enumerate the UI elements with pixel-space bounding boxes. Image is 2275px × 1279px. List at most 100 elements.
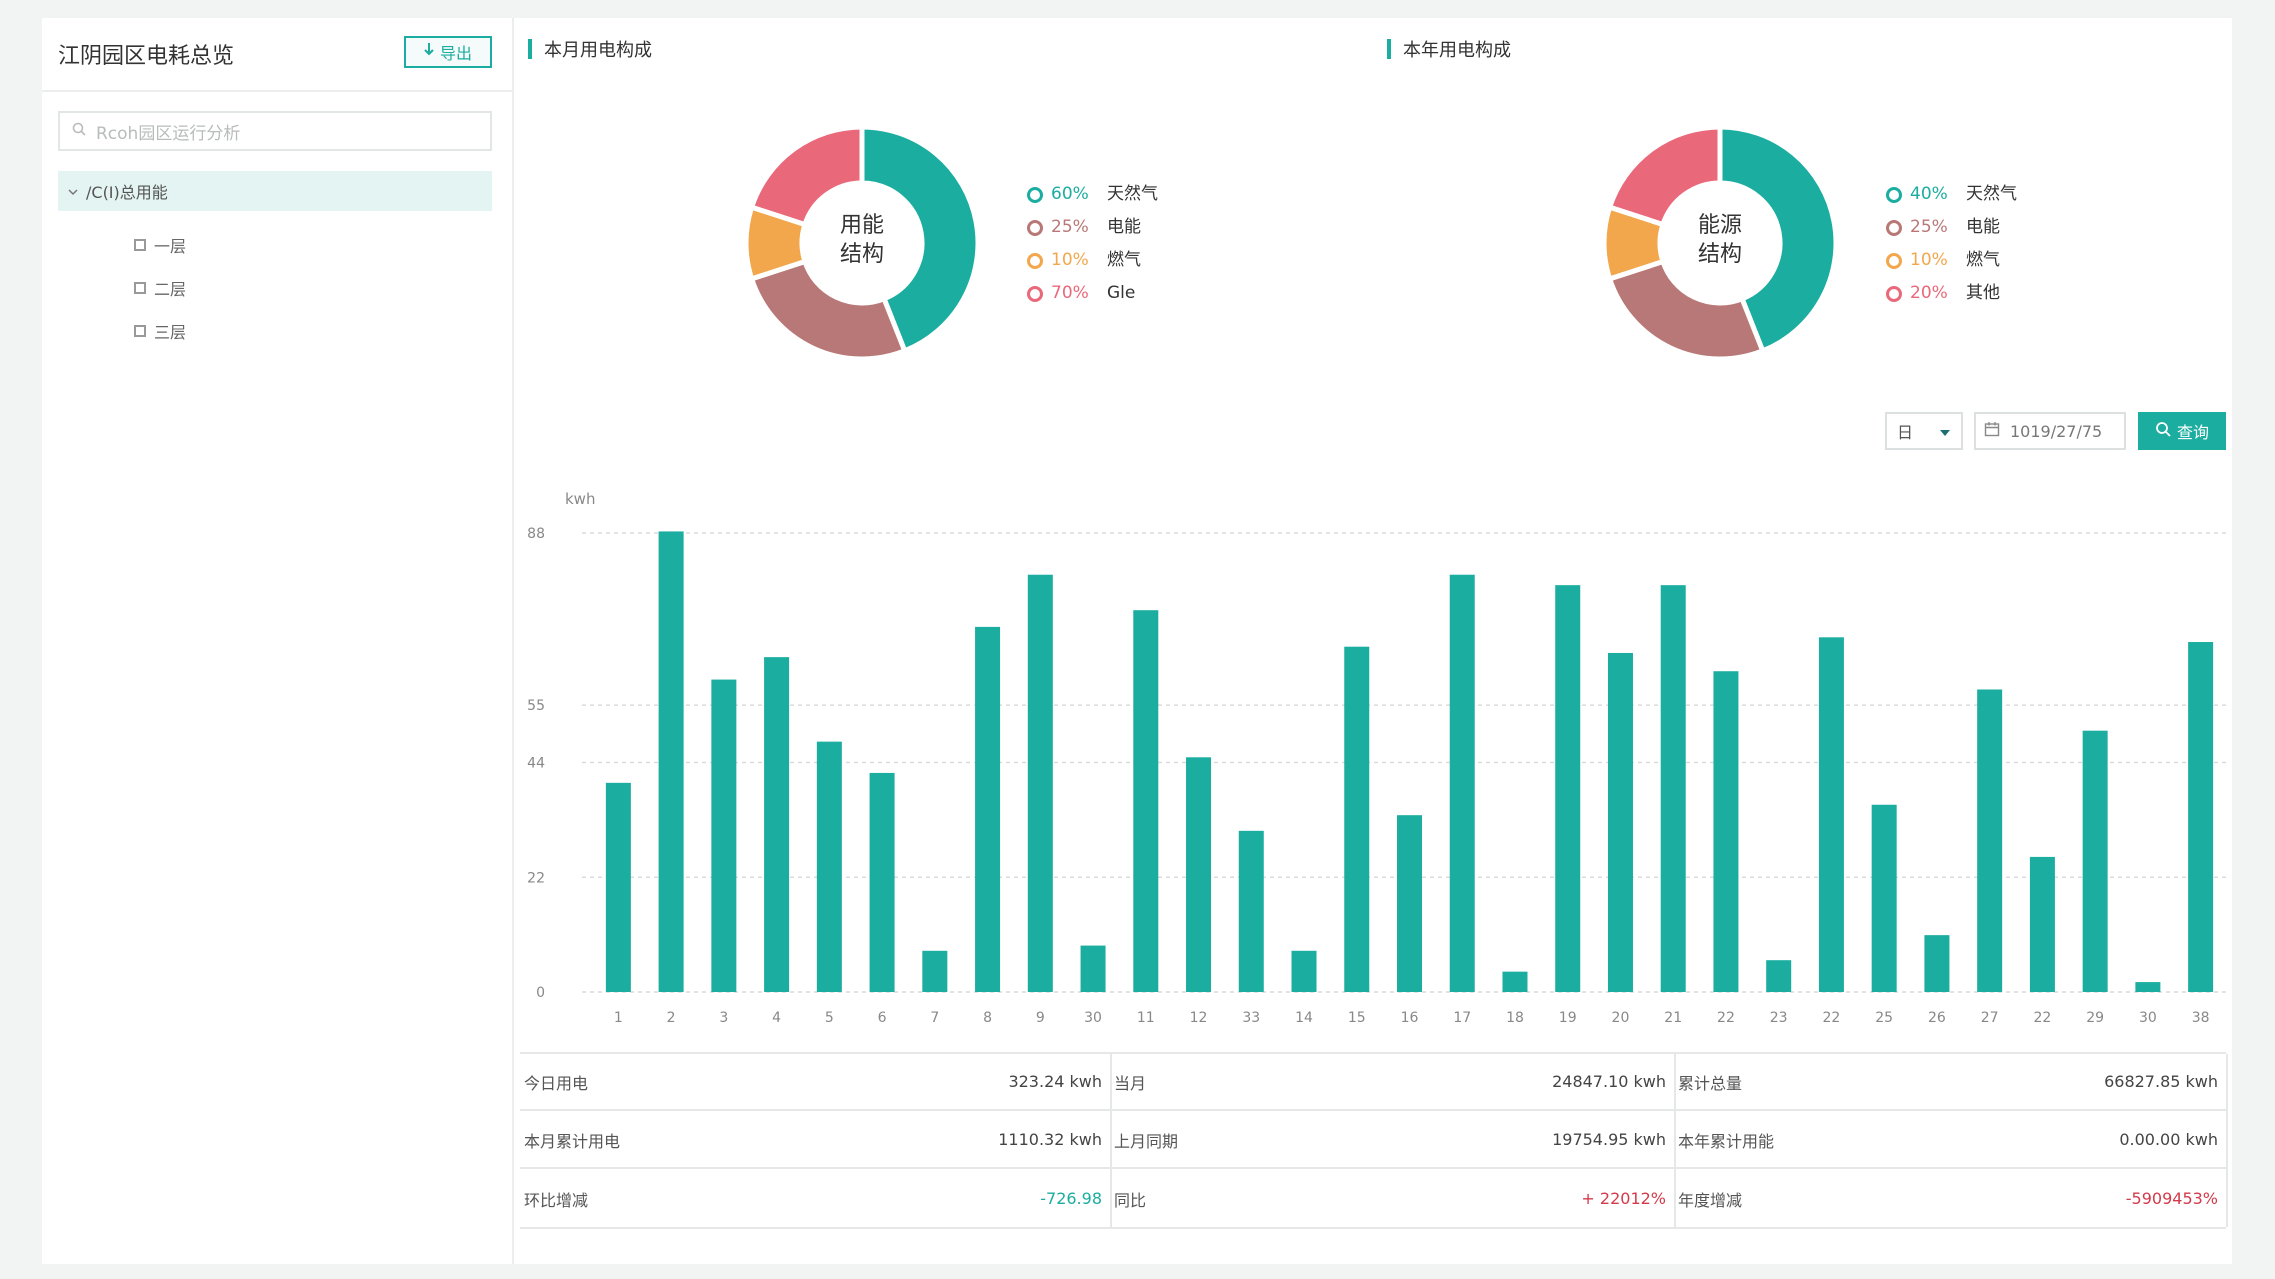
bar[interactable]	[1977, 689, 2003, 992]
legend-marker	[1027, 219, 1043, 236]
legend-pct: 10%	[1910, 250, 1948, 270]
legend-name: 燃气	[1966, 250, 2000, 270]
x-tick-label: 29	[2086, 1010, 2104, 1026]
stat-label: 当月	[1114, 1073, 1147, 1093]
section-title-month: 本月用电构成	[528, 36, 652, 62]
stat-label: 上月同期	[1114, 1131, 1179, 1151]
legend-pct: 20%	[1910, 283, 1948, 303]
legend-item: 25% 电能	[1886, 211, 2017, 244]
legend-item: 10% 燃气	[1027, 244, 1158, 277]
legend-name: 电能	[1107, 217, 1141, 237]
tree-item-floor-3[interactable]: 三层	[134, 319, 186, 343]
bar[interactable]	[2135, 982, 2161, 992]
bar[interactable]	[2188, 642, 2214, 992]
x-tick-label: 17	[1453, 1010, 1471, 1026]
x-tick-label: 25	[1875, 1010, 1893, 1026]
donut-legend-month: 60% 天然气 25% 电能 10% 燃气 70% Gle	[1027, 178, 1158, 310]
tree-item-root[interactable]: /C(I)总用能	[58, 171, 492, 211]
bar[interactable]	[711, 679, 737, 992]
bar[interactable]	[1713, 671, 1739, 992]
legend-item: 70% Gle	[1027, 277, 1158, 310]
legend-pct: 25%	[1051, 217, 1089, 237]
export-button[interactable]: 导出	[404, 36, 492, 68]
stats-row: 当月 24847.10 kwh	[1110, 1054, 1674, 1111]
bar[interactable]	[658, 531, 684, 992]
bar[interactable]	[1238, 830, 1264, 992]
bar[interactable]	[869, 772, 895, 992]
bar[interactable]	[1766, 960, 1792, 992]
donut-center-line-1: 用能	[839, 213, 884, 238]
stat-value: 24847.10 kwh	[1552, 1072, 1666, 1091]
bar[interactable]	[1344, 646, 1370, 992]
x-tick-label: 12	[1190, 1010, 1208, 1026]
bar[interactable]	[1133, 610, 1159, 992]
section-title-month-text: 本月用电构成	[544, 40, 652, 61]
legend-marker	[1027, 252, 1043, 269]
query-button-label: 查询	[2176, 423, 2209, 442]
app-frame: 江阴园区电耗总览 导出 Rcoh园区运行分析 /C(I)总用能 一层	[42, 18, 2232, 1264]
bar[interactable]	[1660, 585, 1686, 992]
legend-name: 天然气	[1966, 184, 2017, 204]
stat-label: 环比增减	[524, 1190, 589, 1210]
x-tick-label: 22	[1717, 1010, 1735, 1026]
stat-label: 本月累计用电	[524, 1131, 621, 1151]
y-tick-label: 55	[527, 698, 545, 714]
legend-name: 燃气	[1107, 250, 1141, 270]
x-tick-label: 5	[825, 1010, 834, 1026]
bar[interactable]	[1555, 585, 1581, 992]
date-picker[interactable]: 1019/27/75	[1974, 412, 2126, 450]
stat-value: 66827.85 kwh	[2104, 1072, 2218, 1091]
legend-pct: 25%	[1910, 217, 1948, 237]
bar[interactable]	[816, 741, 842, 992]
bar[interactable]	[2082, 730, 2108, 992]
folder-icon	[134, 325, 146, 337]
tree-search-input[interactable]: Rcoh园区运行分析	[58, 111, 492, 151]
legend-name: 天然气	[1107, 184, 1158, 204]
x-tick-label: 15	[1348, 1010, 1366, 1026]
bar[interactable]	[1871, 804, 1897, 992]
bar[interactable]	[1080, 945, 1106, 992]
bar[interactable]	[1502, 971, 1528, 992]
bar[interactable]	[605, 782, 631, 992]
caret-down-icon	[1939, 422, 1951, 441]
legend-pct: 60%	[1051, 184, 1089, 204]
folder-icon	[134, 282, 146, 294]
bar[interactable]	[1186, 757, 1212, 992]
bar[interactable]	[922, 950, 948, 992]
stats-row: 本年累计用能 0.00.00 kwh	[1674, 1112, 2226, 1169]
stat-value: -5909453%	[2125, 1189, 2218, 1208]
legend-marker	[1886, 186, 1902, 203]
legend-item: 40% 天然气	[1886, 178, 2017, 211]
tree-item-floor-1[interactable]: 一层	[134, 233, 186, 257]
bar[interactable]	[975, 626, 1001, 992]
bar[interactable]	[764, 657, 790, 992]
bar[interactable]	[1027, 574, 1053, 992]
x-tick-label: 18	[1506, 1010, 1524, 1026]
query-button[interactable]: 查询	[2138, 412, 2226, 450]
donut-slice	[1606, 124, 1723, 228]
bar[interactable]	[1449, 574, 1475, 992]
bar[interactable]	[1924, 935, 1950, 992]
tree-item-floor-2[interactable]: 二层	[134, 276, 186, 300]
bar[interactable]	[1397, 815, 1422, 992]
legend-marker	[1886, 285, 1902, 302]
date-picker-value: 1019/27/75	[2010, 421, 2103, 441]
legend-pct: 10%	[1051, 250, 1089, 270]
legend-item: 10% 燃气	[1886, 244, 2017, 277]
bar[interactable]	[1607, 652, 1633, 992]
stats-row: 上月同期 19754.95 kwh	[1110, 1112, 1674, 1169]
bar[interactable]	[1818, 637, 1844, 992]
x-tick-label: 22	[1823, 1010, 1841, 1026]
donut-center-line-2: 结构	[839, 242, 884, 267]
x-tick-label: 7	[930, 1010, 939, 1026]
bar[interactable]	[1291, 950, 1317, 992]
stat-value: 19754.95 kwh	[1552, 1130, 1666, 1149]
download-icon	[424, 42, 434, 62]
bar[interactable]	[2029, 856, 2055, 992]
x-tick-label: 23	[1770, 1010, 1788, 1026]
donut-chart-month: 用能 结构	[742, 123, 982, 367]
period-select[interactable]: 日	[1885, 412, 1963, 450]
y-tick-label: 44	[527, 756, 545, 772]
stat-label: 年度增减	[1678, 1190, 1743, 1210]
x-tick-label: 6	[878, 1010, 887, 1026]
